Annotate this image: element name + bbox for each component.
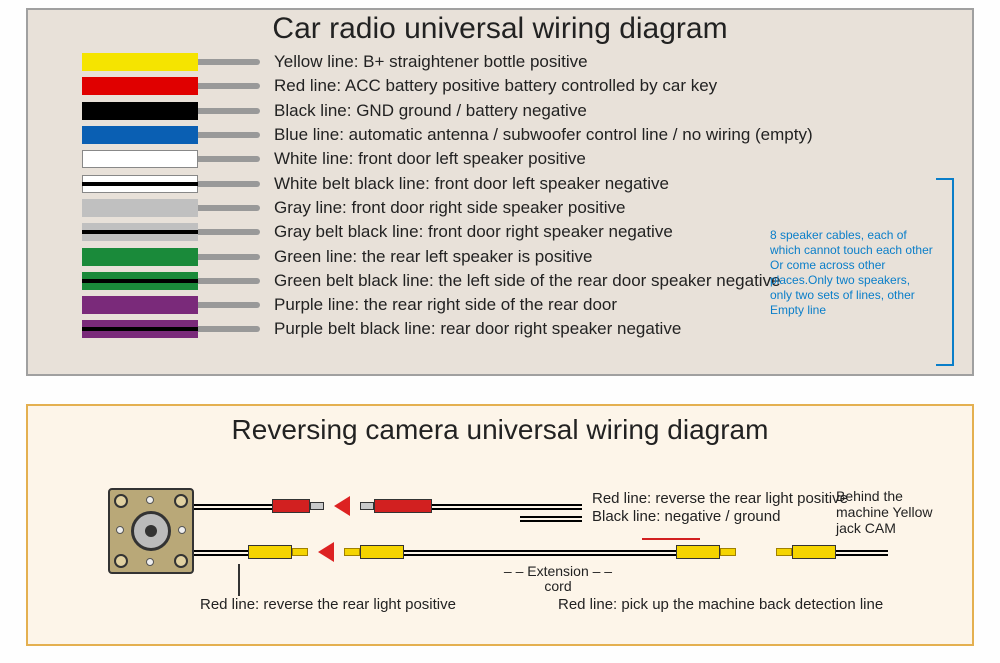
label-red-reverse: Red line: reverse the rear light positiv…: [592, 490, 848, 507]
car-radio-title: Car radio universal wiring diagram: [28, 10, 972, 46]
wire-row: Blue line: automatic antenna / subwoofer…: [82, 123, 972, 147]
wire-visual: [82, 126, 260, 144]
wire-label: White belt black line: front door left s…: [260, 174, 669, 194]
wire-visual: [82, 272, 260, 290]
red-arrow-icon: [334, 496, 350, 516]
machine-yellow-jack: [792, 545, 836, 559]
label-behind-machine: Behind the machine Yellow jack CAM: [836, 488, 952, 536]
wire-label: Blue line: automatic antenna / subwoofer…: [260, 125, 813, 145]
camera-red-cable: [194, 504, 272, 510]
machine-jack-tip: [776, 548, 792, 556]
wire-visual: [82, 150, 260, 168]
wire-label: White line: front door left speaker posi…: [260, 149, 586, 169]
machine-cable: [836, 550, 888, 556]
red-tap-line: [642, 538, 700, 540]
wire-visual: [82, 248, 260, 266]
yellow-arrow-icon: [318, 542, 334, 562]
wire-label: Purple line: the rear right side of the …: [260, 295, 617, 315]
wire-row: Red line: ACC battery positive battery c…: [82, 74, 972, 98]
wire-visual: [82, 223, 260, 241]
label-cam-red: Red line: reverse the rear light positiv…: [200, 596, 456, 613]
wire-visual: [82, 296, 260, 314]
wire-visual: [82, 77, 260, 95]
label-pick-up: Red line: pick up the machine back detec…: [558, 596, 883, 613]
wire-visual: [82, 320, 260, 338]
red-plug-right-tip: [360, 502, 374, 510]
wire-row: White line: front door left speaker posi…: [82, 147, 972, 171]
camera-diagram: Red line: reverse the rear light positiv…: [28, 446, 972, 646]
label-extension: – – Extension – – cord: [478, 564, 638, 594]
wire-label: Green belt black line: the left side of …: [260, 271, 781, 291]
red-cable-right: [432, 504, 582, 510]
ext-left-tip: [344, 548, 360, 556]
yellow-plug-cam: [248, 545, 292, 559]
black-cable: [520, 516, 582, 522]
camera-yellow-cable: [194, 550, 248, 556]
leader-line: [238, 564, 240, 596]
wire-label: Green line: the rear left speaker is pos…: [260, 247, 592, 267]
car-radio-panel: Car radio universal wiring diagram Yello…: [26, 8, 974, 376]
reversing-camera-panel: Reversing camera universal wiring diagra…: [26, 404, 974, 646]
red-plug-male: [272, 499, 310, 513]
wire-label: Purple belt black line: rear door right …: [260, 319, 681, 339]
wire-visual: [82, 175, 260, 193]
wire-row: Yellow line: B+ straightener bottle posi…: [82, 50, 972, 74]
label-black-ground: Black line: negative / ground: [592, 508, 780, 525]
wire-row: Gray line: front door right side speaker…: [82, 196, 972, 220]
wire-row: Purple belt black line: rear door right …: [82, 317, 972, 341]
wire-row: White belt black line: front door left s…: [82, 171, 972, 195]
wire-label: Black line: GND ground / battery negativ…: [260, 101, 587, 121]
reversing-camera-title: Reversing camera universal wiring diagra…: [28, 406, 972, 446]
wire-visual: [82, 102, 260, 120]
red-plug-female: [374, 499, 432, 513]
extension-cable: [404, 550, 676, 556]
wire-visual: [82, 199, 260, 217]
red-plug-tip: [310, 502, 324, 510]
wire-visual: [82, 53, 260, 71]
wire-label: Gray line: front door right side speaker…: [260, 198, 626, 218]
speaker-note: 8 speaker cables, each of which cannot t…: [770, 228, 934, 318]
wire-label: Yellow line: B+ straightener bottle posi…: [260, 52, 588, 72]
yellow-plug-cam-tip: [292, 548, 308, 556]
wire-label: Gray belt black line: front door right s…: [260, 222, 673, 242]
note-bracket: [936, 178, 954, 366]
wire-row: Black line: GND ground / battery negativ…: [82, 99, 972, 123]
camera-icon: [108, 488, 194, 574]
ext-left-plug: [360, 545, 404, 559]
wire-label: Red line: ACC battery positive battery c…: [260, 76, 717, 96]
ext-right-tip: [720, 548, 736, 556]
ext-right-plug: [676, 545, 720, 559]
